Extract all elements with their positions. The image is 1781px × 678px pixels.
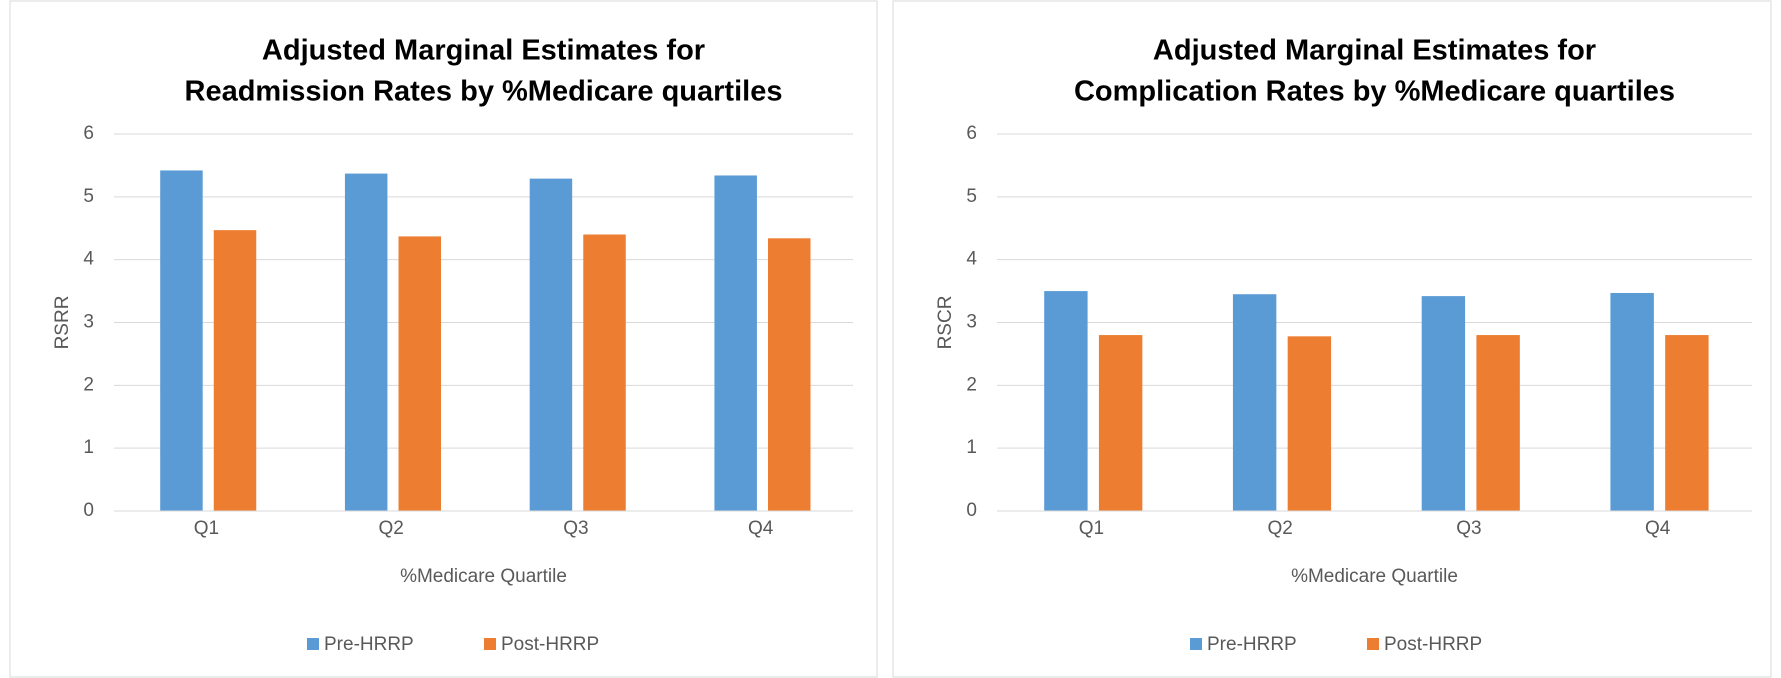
x-tick-label: Q2 bbox=[378, 518, 403, 539]
y-tick-label: 2 bbox=[83, 374, 94, 395]
x-tick-label: Q3 bbox=[563, 518, 588, 539]
legend-label: Post-HRRP bbox=[1384, 634, 1482, 655]
bar bbox=[1421, 296, 1466, 511]
y-axis-title: RSRR bbox=[52, 296, 73, 350]
chart-title: Complication Rates by %Medicare quartile… bbox=[1074, 76, 1675, 108]
bar bbox=[213, 230, 257, 511]
bar bbox=[714, 175, 757, 511]
bar bbox=[768, 238, 811, 511]
y-tick-label: 3 bbox=[83, 312, 94, 333]
chart-title: Adjusted Marginal Estimates for bbox=[1153, 35, 1596, 67]
x-tick-label: Q2 bbox=[1267, 518, 1292, 539]
x-tick-label: Q1 bbox=[1079, 518, 1104, 539]
chart-title: Readmission Rates by %Medicare quartiles bbox=[185, 76, 783, 108]
bar bbox=[529, 178, 573, 511]
bar bbox=[1287, 336, 1332, 511]
y-tick-label: 4 bbox=[83, 249, 94, 270]
bar bbox=[1610, 292, 1654, 511]
bar bbox=[1232, 294, 1277, 511]
x-tick-label: Q1 bbox=[194, 518, 219, 539]
legend-label: Pre-HRRP bbox=[1207, 634, 1297, 655]
bar bbox=[1044, 291, 1088, 511]
y-tick-label: 5 bbox=[966, 186, 977, 207]
x-tick-label: Q4 bbox=[748, 518, 774, 539]
chart-title: Adjusted Marginal Estimates for bbox=[262, 35, 705, 67]
bar bbox=[160, 170, 203, 511]
legend-swatch bbox=[1367, 638, 1379, 650]
legend-swatch bbox=[1190, 638, 1202, 650]
bar bbox=[1665, 335, 1709, 511]
y-tick-label: 0 bbox=[83, 500, 94, 521]
legend-label: Post-HRRP bbox=[501, 634, 599, 655]
x-axis-title: %Medicare Quartile bbox=[1291, 566, 1458, 587]
y-tick-label: 3 bbox=[966, 312, 977, 333]
bar bbox=[1098, 335, 1143, 511]
x-axis-title: %Medicare Quartile bbox=[400, 566, 567, 587]
bar bbox=[1476, 335, 1520, 511]
y-axis-title: RSCR bbox=[935, 296, 956, 350]
y-tick-label: 0 bbox=[966, 500, 977, 521]
y-tick-label: 1 bbox=[83, 437, 94, 458]
y-tick-label: 4 bbox=[966, 249, 977, 270]
bar bbox=[583, 234, 626, 512]
legend-swatch bbox=[307, 638, 319, 650]
bar bbox=[398, 236, 442, 511]
y-tick-label: 2 bbox=[966, 374, 977, 395]
legend-swatch bbox=[484, 638, 496, 650]
y-tick-label: 5 bbox=[83, 186, 94, 207]
y-tick-label: 6 bbox=[966, 123, 977, 144]
legend-label: Pre-HRRP bbox=[324, 634, 414, 655]
y-tick-label: 1 bbox=[966, 437, 977, 458]
y-tick-label: 6 bbox=[83, 123, 94, 144]
bar bbox=[344, 173, 388, 511]
x-tick-label: Q3 bbox=[1456, 518, 1481, 539]
x-tick-label: Q4 bbox=[1645, 518, 1671, 539]
